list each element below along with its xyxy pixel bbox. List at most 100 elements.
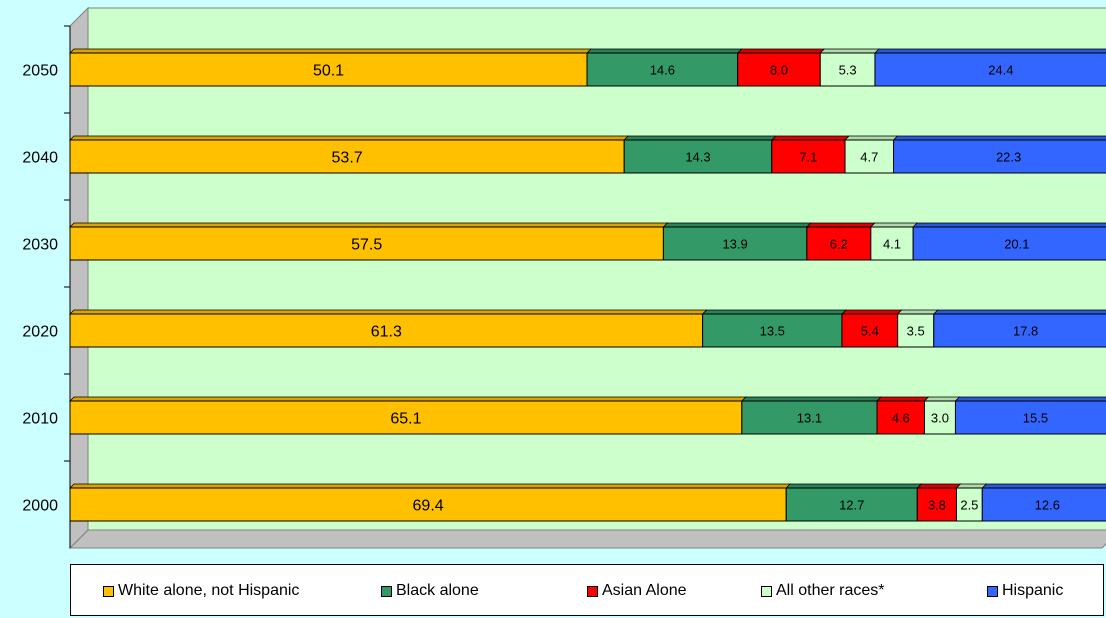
- data-label: 53.7: [332, 150, 363, 167]
- bar-top-face: [912, 222, 1106, 228]
- data-label: 13.1: [797, 411, 822, 426]
- legend-swatch: [381, 585, 392, 597]
- data-label: 12.7: [839, 498, 864, 513]
- bar-top-face: [876, 396, 930, 402]
- plot-floor: [68, 529, 1106, 549]
- data-label: 3.8: [928, 498, 946, 513]
- bar-top-face: [740, 396, 882, 402]
- legend-label: All other races*: [776, 582, 885, 599]
- data-label: 50.1: [313, 63, 344, 80]
- bar-top-face: [69, 48, 592, 54]
- bar-top-face: [896, 309, 939, 315]
- bar-top-face: [701, 309, 847, 315]
- data-label: 65.1: [390, 411, 421, 428]
- data-label: 17.8: [1013, 324, 1038, 339]
- data-label: 5.4: [861, 324, 879, 339]
- bar-segment: [771, 139, 846, 174]
- plot-side-wall: [69, 6, 89, 550]
- data-label: 6.2: [830, 237, 848, 252]
- legend-label: White alone, not Hispanic: [118, 582, 300, 599]
- legend-label: Asian Alone: [602, 582, 687, 599]
- bar-segment: [874, 52, 1106, 87]
- bar-segment: [662, 226, 808, 261]
- data-label: 69.4: [413, 498, 444, 515]
- bar-top-face: [69, 396, 747, 402]
- bar-segment: [69, 139, 625, 174]
- bar-segment: [702, 313, 843, 348]
- bar-top-face: [623, 135, 777, 141]
- data-label: 3.5: [907, 324, 925, 339]
- bar-top-face: [840, 309, 903, 315]
- bar-top-face: [869, 222, 919, 228]
- bar-top-face: [955, 483, 988, 489]
- bar-segment: [841, 313, 899, 348]
- data-label: 24.4: [988, 63, 1013, 78]
- bar-top-face: [819, 48, 880, 54]
- data-label: 13.5: [760, 324, 785, 339]
- bar-top-face: [69, 483, 792, 489]
- bar-segment: [876, 400, 925, 435]
- bar-top-face: [873, 48, 1106, 54]
- data-label: 13.9: [722, 237, 747, 252]
- bar-segment: [912, 226, 1106, 261]
- legend-item: Hispanic: [987, 582, 1063, 600]
- bar-segment: [69, 52, 588, 87]
- data-label: 57.5: [351, 237, 382, 254]
- bar-top-face: [923, 396, 961, 402]
- legend-swatch: [987, 585, 998, 597]
- legend-item: Black alone: [381, 582, 479, 600]
- bar-top-face: [736, 48, 826, 54]
- data-label: 4.7: [860, 150, 878, 165]
- data-label: 5.3: [839, 63, 857, 78]
- bar-top-face: [916, 483, 962, 489]
- data-label: 61.3: [371, 324, 402, 341]
- bar-segment: [623, 139, 773, 174]
- data-label: 7.1: [799, 150, 817, 165]
- bar-segment: [69, 400, 743, 435]
- bar-top-face: [770, 135, 850, 141]
- bar-segment: [981, 487, 1106, 522]
- data-label: 8.0: [770, 63, 788, 78]
- bar-top-face: [586, 48, 743, 54]
- bar-segment: [933, 313, 1106, 348]
- bar-segment: [586, 52, 739, 87]
- legend-label: Black alone: [396, 582, 479, 599]
- y-tick-label: 2050: [22, 63, 58, 80]
- bar-top-face: [69, 135, 630, 141]
- bar-top-face: [844, 135, 899, 141]
- y-tick-label: 2000: [22, 498, 58, 515]
- legend-label: Hispanic: [1002, 582, 1064, 599]
- bar-segment: [741, 400, 878, 435]
- legend-swatch: [761, 585, 772, 597]
- y-tick-label: 2010: [22, 411, 58, 428]
- bar-segment: [893, 139, 1106, 174]
- bar-segment: [844, 139, 895, 174]
- data-label: 12.6: [1035, 498, 1060, 513]
- bar-top-face: [805, 222, 876, 228]
- bar-top-face: [662, 222, 812, 228]
- bar-segment: [897, 313, 935, 348]
- data-label: 14.3: [685, 150, 710, 165]
- legend-swatch: [587, 585, 598, 597]
- bar-segment: [819, 52, 876, 87]
- bar-segment: [69, 226, 664, 261]
- bar-segment: [954, 400, 1106, 435]
- bar-top-face: [785, 483, 923, 489]
- data-label: 2.5: [960, 498, 978, 513]
- bar-top-face: [69, 222, 669, 228]
- bar-top-face: [69, 309, 708, 315]
- data-label: 14.6: [650, 63, 675, 78]
- y-tick-label: 2040: [22, 150, 58, 167]
- legend: White alone, not Hispanic Black alone Asia…: [70, 564, 1104, 616]
- legend-item: White alone, not Hispanic: [103, 582, 299, 600]
- bar-segment: [785, 487, 918, 522]
- data-label: 20.1: [1004, 237, 1029, 252]
- data-label: 4.1: [883, 237, 901, 252]
- legend-swatch: [103, 585, 114, 597]
- bar-top-face: [932, 309, 1106, 315]
- y-tick-label: 2020: [22, 324, 58, 341]
- bar-segment: [923, 400, 956, 435]
- y-tick-label: 2030: [22, 237, 58, 254]
- chart-plot: 2000 69.4 12.7 3.8 2.5 12.6 2010 65.1 13.1 4.6 3.0…: [22, 6, 1106, 550]
